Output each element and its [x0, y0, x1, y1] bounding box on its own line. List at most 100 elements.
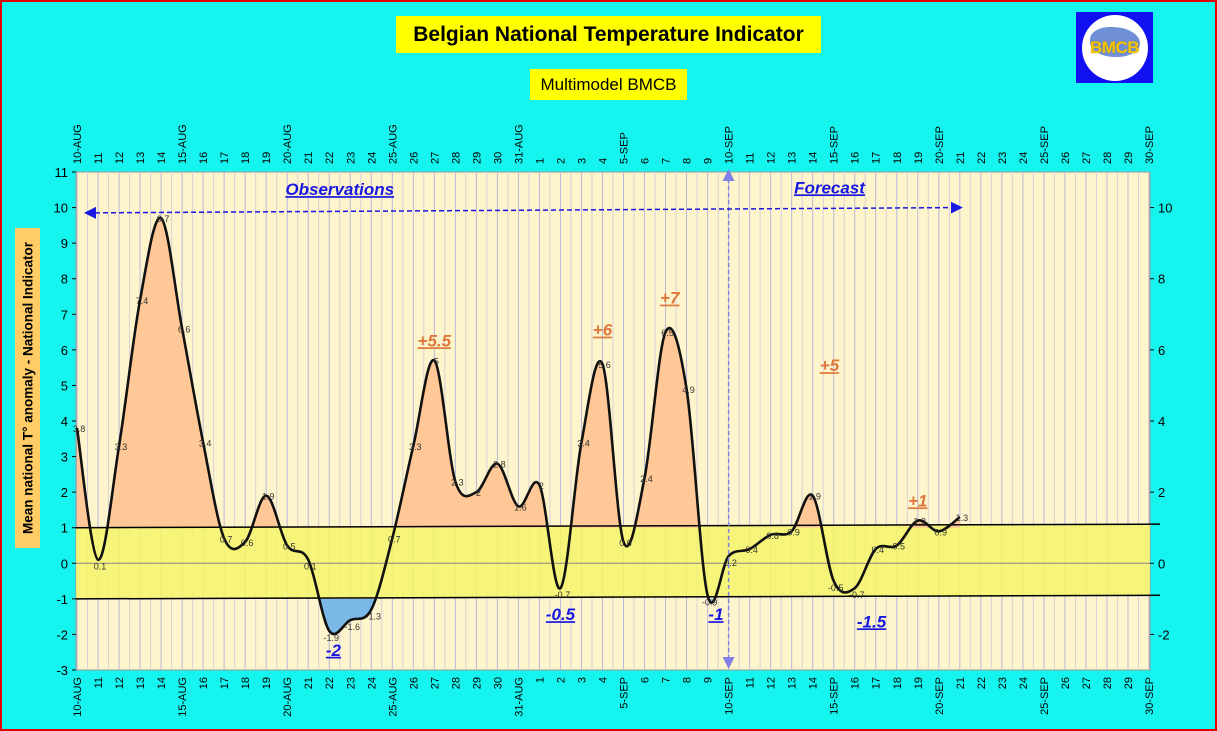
cold-anomaly-fill — [319, 598, 715, 634]
x-tick-label-top: 27 — [1081, 152, 1093, 164]
y-tick-label-left: 10 — [54, 201, 68, 216]
x-tick-label-bottom: 20-AUG — [282, 677, 294, 717]
data-point-label: 0.4 — [745, 545, 758, 555]
x-tick-label-top: 21 — [955, 152, 967, 164]
anomaly-annotation: +5 — [820, 356, 840, 375]
x-tick-label-top: 19 — [913, 152, 925, 164]
x-tick-label-top: 12 — [766, 152, 778, 164]
data-point-label: 3.4 — [577, 438, 590, 448]
data-point-label: 2.8 — [493, 460, 506, 470]
x-tick-label-bottom: 17 — [871, 677, 883, 689]
y-tick-label-right: 8 — [1158, 272, 1165, 287]
data-point-label: -1.9 — [323, 633, 339, 643]
x-tick-label-bottom: 21 — [955, 677, 967, 689]
logo-circle: BMCB — [1081, 14, 1148, 81]
data-point-label: 3.3 — [115, 442, 128, 452]
y-tick-label-left: 8 — [61, 272, 68, 287]
x-tick-label-bottom: 28 — [1102, 677, 1114, 689]
x-tick-label-bottom: 14 — [808, 677, 820, 689]
y-tick-label-left: 0 — [61, 556, 68, 571]
x-tick-label-top: 11 — [745, 153, 757, 164]
data-point-label: -0.7 — [849, 590, 865, 600]
x-tick-label-top: 13 — [787, 152, 799, 164]
x-tick-label-bottom: 21 — [303, 677, 315, 689]
x-tick-label-bottom: 8 — [682, 677, 694, 683]
x-tick-label-bottom: 24 — [1018, 677, 1030, 689]
data-point-label: 0.7 — [220, 534, 233, 544]
y-tick-label-left: 11 — [55, 165, 69, 180]
x-tick-label-top: 14 — [808, 152, 820, 164]
x-tick-label-top: 9 — [703, 158, 715, 164]
data-point-label: -1.3 — [366, 612, 382, 622]
data-point-label: 1.6 — [514, 502, 527, 512]
x-tick-label-bottom: 16 — [198, 677, 210, 689]
anomaly-annotation: -1.5 — [857, 612, 887, 631]
data-point-label: 1.9 — [808, 492, 821, 502]
x-tick-label-bottom: 29 — [471, 677, 483, 689]
x-tick-label-bottom: 2 — [555, 677, 567, 683]
data-point-label: 3.8 — [73, 424, 86, 434]
y-tick-label-right: 0 — [1158, 556, 1165, 571]
data-point-label: 3.4 — [199, 438, 212, 448]
x-tick-label-top: 24 — [1018, 152, 1030, 164]
y-tick-label-right: 4 — [1158, 414, 1165, 429]
x-tick-label-top: 17 — [219, 152, 231, 164]
data-point-label: 7.4 — [136, 296, 149, 306]
anomaly-annotation: +5.5 — [418, 331, 452, 350]
x-tick-label-bottom: 27 — [429, 677, 441, 689]
x-tick-label-bottom: 28 — [450, 677, 462, 689]
x-tick-label-top: 23 — [997, 152, 1009, 164]
data-point-label: 2 — [476, 488, 481, 498]
data-point-label: 0.6 — [241, 538, 254, 548]
data-point-label: 0.9 — [787, 527, 800, 537]
x-tick-label-bottom: 11 — [745, 677, 757, 688]
x-tick-label-bottom: 6 — [640, 677, 652, 683]
x-tick-label-bottom: 27 — [1081, 677, 1093, 689]
x-tick-label-bottom: 30-SEP — [1144, 677, 1156, 715]
x-tick-label-bottom: 22 — [324, 677, 336, 689]
x-tick-label-top: 28 — [450, 152, 462, 164]
region-label: Forecast — [794, 178, 866, 197]
x-tick-label-bottom: 23 — [997, 677, 1009, 689]
x-tick-label-top: 21 — [303, 152, 315, 164]
y-tick-label-left: 5 — [61, 378, 68, 393]
x-tick-label-top: 15-SEP — [829, 126, 841, 164]
bmcb-logo: BMCB — [1076, 12, 1153, 83]
x-tick-label-bottom: 4 — [597, 677, 609, 683]
x-tick-label-top: 23 — [345, 152, 357, 164]
normal-band — [76, 524, 1150, 599]
x-tick-label-top: 28 — [1102, 152, 1114, 164]
x-tick-label-bottom: 20-SEP — [934, 677, 946, 715]
data-point-label: 3.3 — [409, 442, 422, 452]
x-tick-label-top: 26 — [1060, 152, 1072, 164]
x-tick-label-bottom: 17 — [219, 677, 231, 689]
x-tick-label-top: 6 — [640, 158, 652, 164]
x-tick-label-bottom: 15-AUG — [177, 677, 189, 717]
anomaly-annotation: +1 — [908, 491, 927, 510]
x-tick-label-bottom: 9 — [703, 677, 715, 683]
x-tick-label-bottom: 1 — [534, 677, 546, 683]
data-point-label: 6.5 — [661, 328, 674, 338]
data-point-label: -0.7 — [555, 590, 571, 600]
data-point-label: 0.5 — [283, 542, 296, 552]
x-tick-label-top: 17 — [871, 152, 883, 164]
x-tick-label-top: 16 — [198, 152, 210, 164]
y-tick-label-left: 6 — [61, 343, 68, 358]
x-tick-label-top: 7 — [661, 158, 673, 164]
x-tick-label-top: 14 — [156, 152, 168, 164]
y-tick-label-right: 6 — [1158, 343, 1165, 358]
anomaly-curve — [75, 216, 961, 636]
data-point-label: 0.6 — [619, 538, 632, 548]
data-point-label: 4.9 — [682, 385, 695, 395]
x-tick-label-bottom: 5-SEP — [619, 677, 631, 709]
x-tick-label-top: 15-AUG — [177, 124, 189, 164]
chart-title: Belgian National Temperature Indicator — [396, 16, 821, 53]
data-point-label: 0.7 — [388, 534, 401, 544]
data-point-label: 0.2 — [724, 558, 737, 568]
y-tick-label-left: -2 — [56, 627, 68, 642]
data-point-label: 0.5 — [893, 542, 906, 552]
x-tick-label-top: 26 — [408, 152, 420, 164]
x-tick-label-top: 5-SEP — [619, 132, 631, 164]
x-tick-label-top: 10-SEP — [724, 126, 736, 164]
x-tick-label-bottom: 30 — [492, 677, 504, 689]
